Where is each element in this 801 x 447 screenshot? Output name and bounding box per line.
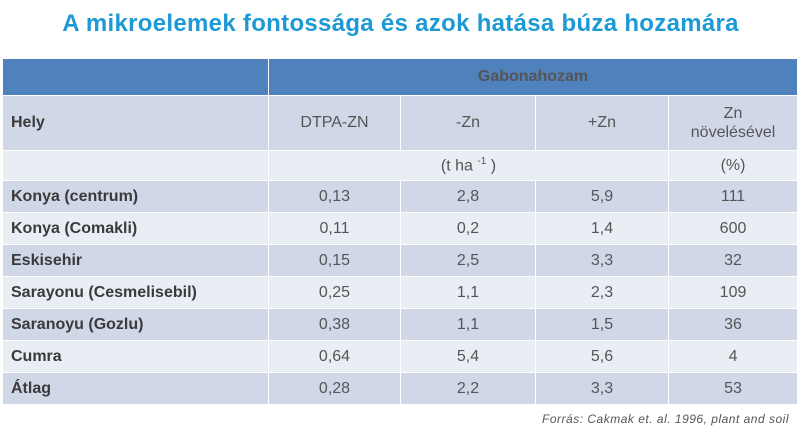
location-cell: Sarayonu (Cesmelisebil) <box>2 276 269 309</box>
value-cell: 0,2 <box>400 212 536 245</box>
header-row: Gabonahozam <box>2 58 799 96</box>
unit-text: (t ha <box>440 157 473 175</box>
value-cell: 32 <box>667 244 799 277</box>
units-cell: (%) <box>667 150 799 181</box>
value-cell: 4 <box>667 340 799 373</box>
column-header: Hely <box>2 95 269 151</box>
data-row: Konya (Comakli) 0,11 0,2 1,4 600 <box>2 212 799 245</box>
value-cell: 53 <box>667 372 799 405</box>
units-cell <box>2 150 269 181</box>
title: A mikroelemek fontossága és azok hatása … <box>62 10 739 37</box>
value-cell: 2,2 <box>400 372 536 405</box>
value-cell: 5,9 <box>535 180 669 213</box>
data-row: Sarayonu (Cesmelisebil) 0,25 1,1 2,3 109 <box>2 276 799 309</box>
value-cell: 600 <box>667 212 799 245</box>
units-cell: (t ha -1 ) <box>268 150 669 181</box>
value-cell: 2,5 <box>400 244 536 277</box>
column-header: Zn növelésével <box>667 95 799 151</box>
data-row: Saranoyu (Gozlu) 0,38 1,1 1,5 36 <box>2 308 799 341</box>
data-row: Átlag 0,28 2,2 3,3 53 <box>2 372 799 405</box>
column-header-text: -Zn <box>456 114 480 131</box>
value-cell: 5,4 <box>400 340 536 373</box>
value-cell: 3,3 <box>535 244 669 277</box>
value-cell: 2,3 <box>535 276 669 309</box>
column-header: -Zn <box>400 95 536 151</box>
value-cell: 2,8 <box>400 180 536 213</box>
data-row: Cumra 0,64 5,4 5,6 4 <box>2 340 799 373</box>
value-cell: 3,3 <box>535 372 669 405</box>
group-header: Gabonahozam <box>267 58 799 96</box>
value-cell: 1,5 <box>535 308 669 341</box>
value-cell: 0,28 <box>268 372 401 405</box>
column-header-text: DTPA-ZN <box>300 114 369 131</box>
column-header: DTPA-ZN <box>268 95 401 151</box>
header-cell <box>2 58 269 96</box>
value-cell: 0,11 <box>268 212 401 245</box>
location-cell: Saranoyu (Gozlu) <box>2 308 269 341</box>
value-cell: 111 <box>667 180 799 213</box>
location-cell: Cumra <box>2 340 269 373</box>
data-row: Eskisehir 0,15 2,5 3,3 32 <box>2 244 799 277</box>
column-header-row: Hely DTPA-ZN -Zn +Zn Zn növelésével <box>2 95 799 151</box>
value-cell: 1,1 <box>400 276 536 309</box>
table-body: Gabonahozam Hely DTPA-ZN -Zn +Zn Zn növelésév… <box>2 58 799 405</box>
value-cell: 1,4 <box>535 212 669 245</box>
column-header-text: Hely <box>11 114 45 131</box>
value-cell: 0,15 <box>268 244 401 277</box>
value-cell: 0,25 <box>268 276 401 309</box>
value-cell: 0,64 <box>268 340 401 373</box>
source-note: Forrás: Cakmak et. al. 1996, plant and s… <box>542 412 789 426</box>
value-cell: 0,38 <box>268 308 401 341</box>
value-cell: 0,13 <box>268 180 401 213</box>
value-cell: 109 <box>667 276 799 309</box>
units-row: (t ha -1 ) (%) <box>2 150 799 181</box>
value-cell: 1,1 <box>400 308 536 341</box>
column-header-text: Zn növelésével <box>690 105 776 141</box>
data-row: Konya (centrum) 0,13 2,8 5,9 111 <box>2 180 799 213</box>
location-cell: Konya (centrum) <box>2 180 269 213</box>
value-cell: 5,6 <box>535 340 669 373</box>
location-cell: Konya (Comakli) <box>2 212 269 245</box>
location-cell: Eskisehir <box>2 244 269 277</box>
value-cell: 36 <box>667 308 799 341</box>
unit-exponent: -1 <box>477 155 487 167</box>
location-cell: Átlag <box>2 372 269 405</box>
column-header: +Zn <box>535 95 669 151</box>
unit-text: ) <box>490 157 497 175</box>
column-header-text: +Zn <box>587 114 616 131</box>
yield-table: Gabonahozam Hely DTPA-ZN -Zn +Zn Zn növelésév… <box>2 58 799 405</box>
